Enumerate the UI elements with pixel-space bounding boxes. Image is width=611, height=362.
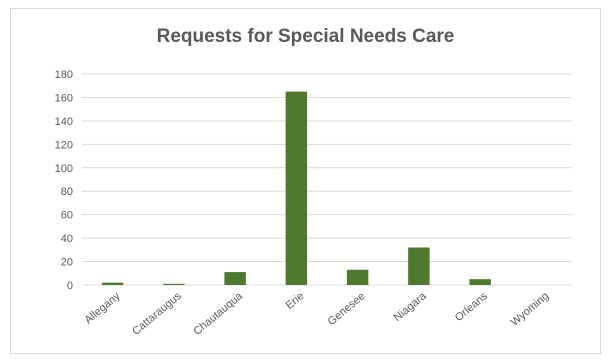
y-tick-label: 40 xyxy=(61,233,73,245)
bar-erie xyxy=(285,91,308,285)
bar-cattaraugus xyxy=(163,283,185,285)
y-tick-labels: 0 20 40 60 80 100 120 140 160 180 xyxy=(55,69,73,292)
bar-allegany xyxy=(101,282,124,285)
bars xyxy=(101,91,491,285)
x-tick-label: Orleans xyxy=(453,290,491,324)
x-tick-label: Cattaraugus xyxy=(130,290,184,338)
bar-orleans xyxy=(469,279,491,285)
x-tick-label: Erie xyxy=(284,290,307,312)
y-tick-label: 100 xyxy=(55,163,73,175)
x-tick-label: Niagara xyxy=(392,290,430,325)
y-tick-label: 0 xyxy=(67,280,73,292)
bar-niagara xyxy=(408,247,430,285)
x-tick-label: Wyoming xyxy=(509,290,552,329)
bar-genesee xyxy=(346,269,369,285)
x-tick-label: Genesee xyxy=(326,290,368,328)
y-tick-label: 120 xyxy=(55,139,73,151)
y-tick-label: 60 xyxy=(61,210,73,222)
x-tick-label: Allegany xyxy=(83,290,123,327)
y-tick-label: 80 xyxy=(61,186,73,198)
y-tick-label: 140 xyxy=(55,116,73,128)
x-tick-labels: Allegany Cattaraugus Chautauqua Erie Genesee… xyxy=(83,290,552,338)
gridlines xyxy=(82,73,572,263)
chart-title: Requests for Special Needs Care xyxy=(156,26,455,47)
bar-chautauqua xyxy=(224,272,246,285)
x-tick-label: Chautauqua xyxy=(191,290,245,338)
y-tick-label: 180 xyxy=(55,69,73,81)
y-tick-label: 20 xyxy=(61,257,73,269)
y-tick-label: 160 xyxy=(55,92,73,104)
